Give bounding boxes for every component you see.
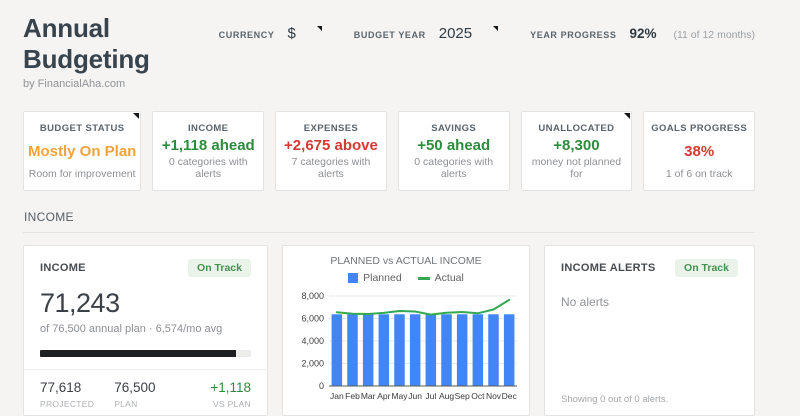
summary-card-value: +8,300 — [553, 136, 600, 154]
income-progress-fill — [40, 350, 237, 357]
summary-card-detail: 0 categories with alerts — [168, 156, 248, 180]
planned-swatch-icon — [348, 273, 359, 283]
income-total-value: 71,243 — [40, 288, 120, 318]
stat-label: PROJECTED — [40, 399, 95, 409]
alerts-footer-text: Showing 0 out of 0 alerts. — [561, 394, 669, 405]
svg-text:0: 0 — [319, 381, 324, 391]
svg-text:6,000: 6,000 — [301, 314, 324, 324]
svg-text:May: May — [391, 391, 408, 401]
plan-stat: 76,500 PLAN — [114, 380, 155, 415]
actual-swatch-icon — [417, 276, 430, 280]
chart-title: PLANNED vs ACTUAL INCOME — [330, 255, 482, 267]
income-summary-card: INCOME On Track 71,243 of 76,500 annual … — [23, 245, 268, 416]
summary-card-detail: 1 of 6 on track — [665, 168, 733, 180]
title-block: Annual Budgeting by FinancialAha.com — [23, 13, 219, 90]
year-progress-detail: (11 of 12 months) — [673, 29, 755, 41]
income-card-head: INCOME On Track — [40, 259, 251, 277]
stat-value: 77,618 — [40, 380, 82, 395]
currency-label: CURRENCY — [218, 30, 275, 40]
header: Annual Budgeting by FinancialAha.com CUR… — [23, 0, 755, 90]
svg-text:Feb: Feb — [345, 391, 360, 401]
summary-card-expenses: EXPENSES +2,675 above 7 categories with … — [275, 111, 387, 191]
summary-card-detail: 7 categories with alerts — [291, 156, 371, 180]
year-progress-label: YEAR PROGRESS — [530, 30, 617, 40]
budget-year-label: BUDGET YEAR — [353, 30, 426, 40]
income-card-footer: 77,618 PROJECTED 76,500 PLAN +1,118 VS P… — [24, 369, 267, 415]
on-track-badge: On Track — [675, 259, 738, 277]
year-progress-value: 92% — [629, 26, 657, 41]
summary-card-label: BUDGET STATUS — [39, 123, 125, 134]
summary-card-value: +50 ahead — [417, 136, 491, 154]
svg-text:Oct: Oct — [471, 391, 485, 401]
note-marker-icon — [133, 113, 140, 119]
summary-card-detail: money not planned for — [531, 156, 622, 180]
legend-actual-label: Actual — [434, 272, 464, 284]
projected-stat: 77,618 PROJECTED — [40, 380, 94, 415]
alerts-card-label: INCOME ALERTS — [561, 262, 656, 274]
stat-label: VS PLAN — [212, 399, 251, 409]
income-plan-subtext: of 76,500 annual plan · 6,574/mo avg — [40, 323, 223, 335]
svg-text:Dec: Dec — [502, 391, 518, 401]
currency-setting: CURRENCY $ — [219, 25, 322, 42]
summary-card-savings: SAVINGS +50 ahead 0 categories with aler… — [397, 111, 510, 191]
summary-card-budget-status: BUDGET STATUS Mostly On Plan Room for im… — [23, 111, 142, 191]
summary-card-value: +2,675 above — [284, 136, 378, 154]
summary-cards-row: BUDGET STATUS Mostly On Plan Room for im… — [23, 111, 756, 191]
svg-text:2,000: 2,000 — [301, 359, 324, 369]
svg-text:Apr: Apr — [377, 391, 390, 401]
alerts-card-head: INCOME ALERTS On Track — [561, 259, 738, 277]
summary-card-goals-progress: GOALS PROGRESS 38% 1 of 6 on track — [643, 111, 756, 191]
stat-label: PLAN — [114, 399, 138, 409]
no-alerts-text: No alerts — [561, 295, 610, 309]
note-marker-icon — [624, 113, 631, 119]
planned-vs-actual-chart-card: PLANNED vs ACTUAL INCOME Planned Actual … — [282, 245, 530, 416]
note-marker-icon — [493, 26, 499, 31]
svg-text:Jun: Jun — [408, 391, 422, 401]
svg-text:Nov: Nov — [486, 391, 502, 401]
stat-value: 76,500 — [114, 380, 156, 395]
svg-text:Mar: Mar — [361, 391, 376, 401]
summary-card-label: EXPENSES — [303, 123, 359, 134]
header-meta: CURRENCY $ BUDGET YEAR 2025 YEAR PROGRES… — [219, 13, 755, 42]
summary-card-detail: 0 categories with alerts — [414, 156, 494, 180]
summary-card-label: SAVINGS — [431, 123, 477, 134]
summary-card-label: INCOME — [188, 123, 229, 134]
income-bar-line-chart: 0 2,000 4,000 6,000 8,000 Jan Feb Mar Apr May Jun J… — [301, 291, 518, 401]
summary-card-unallocated: UNALLOCATED +8,300 money not planned for — [520, 111, 633, 191]
svg-text:Jul: Jul — [425, 391, 436, 401]
vs-plan-stat: +1,118 VS PLAN — [210, 380, 251, 415]
summary-card-label: GOALS PROGRESS — [651, 123, 748, 134]
legend-planned: Planned — [348, 272, 402, 284]
summary-card-value: +1,118 ahead — [161, 136, 255, 154]
income-alerts-card: INCOME ALERTS On Track No alerts Showing… — [544, 245, 755, 416]
legend-planned-label: Planned — [363, 272, 402, 284]
page-subtitle: by FinancialAha.com — [23, 78, 126, 90]
stat-value: +1,118 — [210, 380, 251, 395]
svg-text:Jan: Jan — [330, 391, 344, 401]
summary-card-detail: Room for improvement — [28, 168, 136, 180]
chart-legend: Planned Actual — [291, 272, 521, 284]
summary-card-value: Mostly On Plan — [28, 142, 137, 160]
svg-text:8,000: 8,000 — [301, 291, 324, 301]
svg-text:Aug: Aug — [439, 391, 454, 401]
page-title: Annual Budgeting — [23, 13, 150, 74]
note-marker-icon — [316, 26, 322, 31]
income-progress-bar — [40, 350, 251, 357]
year-progress: YEAR PROGRESS 92% (11 of 12 months) — [530, 26, 755, 41]
on-track-badge: On Track — [188, 259, 251, 277]
currency-value[interactable]: $ — [287, 25, 296, 42]
summary-card-value: 38% — [684, 142, 715, 160]
svg-text:Sep: Sep — [455, 391, 470, 401]
budget-year-setting: BUDGET YEAR 2025 — [353, 25, 499, 42]
income-section-heading: INCOME — [23, 210, 755, 233]
income-card-body: INCOME On Track 71,243 of 76,500 annual … — [24, 246, 267, 369]
income-card-label: INCOME — [40, 262, 86, 274]
income-section-row: INCOME On Track 71,243 of 76,500 annual … — [23, 245, 755, 416]
legend-actual: Actual — [417, 272, 464, 284]
budget-year-value[interactable]: 2025 — [438, 25, 473, 42]
summary-card-income: INCOME +1,118 ahead 0 categories with al… — [152, 111, 265, 191]
svg-text:4,000: 4,000 — [301, 336, 324, 346]
summary-card-label: UNALLOCATED — [538, 123, 615, 134]
